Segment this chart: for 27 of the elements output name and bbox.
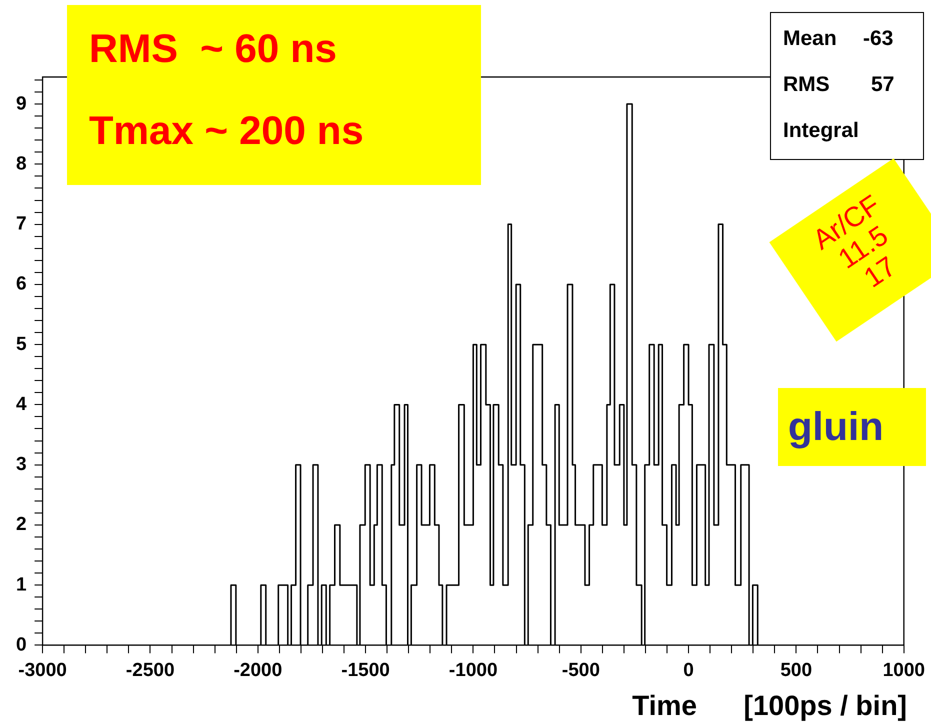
y-tick-label: 6 (16, 274, 27, 295)
annotation: Integral (783, 119, 859, 143)
x-tick-label: -2500 (126, 660, 175, 681)
annotation: RMS (783, 73, 830, 97)
y-tick-label: 8 (16, 153, 27, 174)
x-tick-label: -500 (562, 660, 600, 681)
x-tick-label: -3000 (18, 660, 67, 681)
annotation: Tmax ~ 200 ns (89, 109, 365, 153)
y-tick-label: 2 (16, 514, 27, 536)
x-tick-label: 500 (780, 660, 812, 681)
x-tick-label: -1500 (341, 660, 390, 681)
y-tick-label: 4 (16, 394, 27, 415)
x-tick-label: -2000 (234, 660, 282, 681)
annotation: 57 (871, 73, 894, 97)
x-tick-label: 1000 (882, 660, 926, 681)
note-panel: RMS ~ 60 ns Tmax ~ 200 ns (67, 5, 481, 185)
stats-panel: Mean -63 RMS 57 Integral (770, 12, 924, 160)
y-tick-label: 3 (16, 454, 27, 476)
y-tick-label: 9 (16, 93, 27, 114)
x-tick-label: 0 (683, 660, 694, 681)
y-tick-label: 0 (16, 634, 27, 656)
y-tick-label: 7 (16, 214, 27, 235)
y-tick-label: 1 (16, 574, 27, 596)
y-tick-label: 5 (16, 334, 27, 355)
x-axis-title: Time [100ps / bin] (632, 690, 907, 722)
note-panel: gluin (778, 388, 926, 466)
x-tick-label: -1000 (448, 660, 498, 681)
